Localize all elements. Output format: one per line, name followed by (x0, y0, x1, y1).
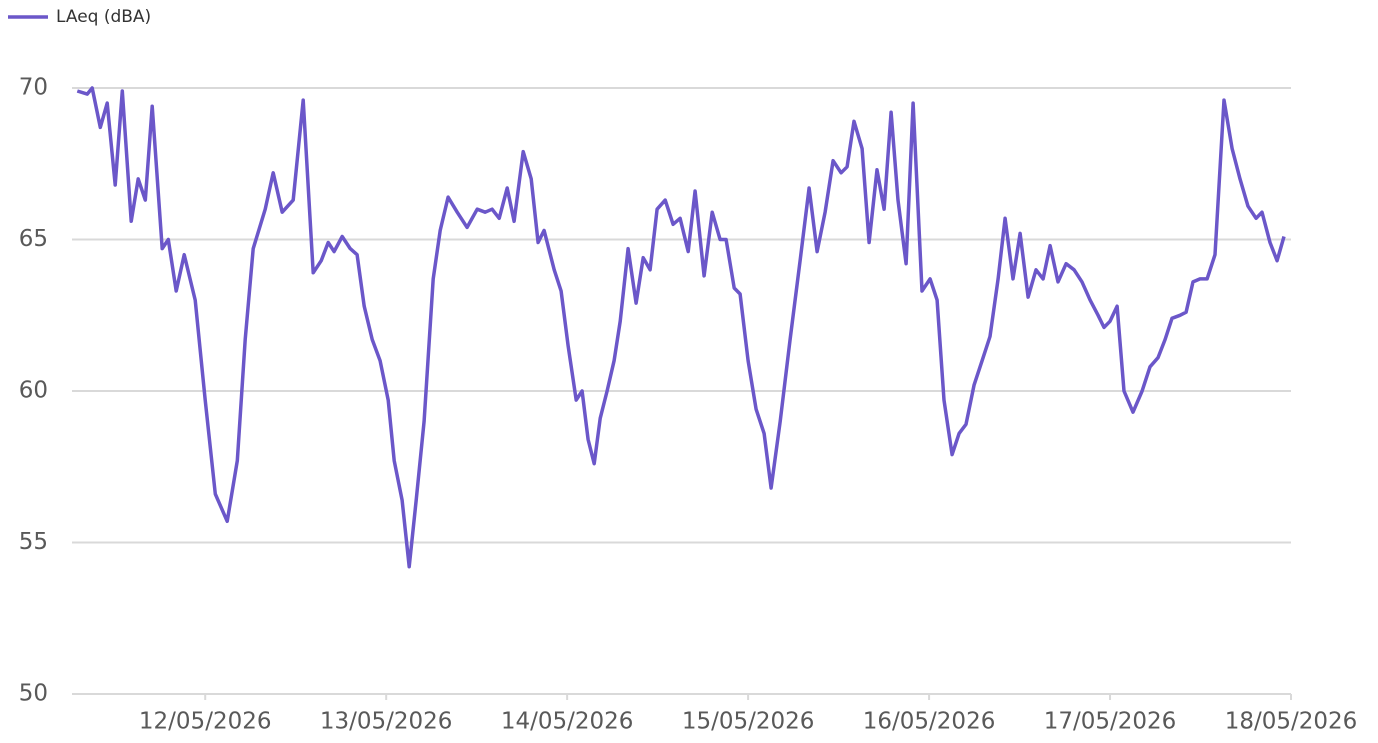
x-tick-label: 15/05/2026 (682, 709, 815, 735)
x-tick-label: 17/05/2026 (1044, 709, 1177, 735)
x-tick-label: 13/05/2026 (320, 709, 453, 735)
x-tick-label: 16/05/2026 (863, 709, 996, 735)
x-tick-label: 12/05/2026 (139, 709, 272, 735)
legend-label: LAeq (dBA) (56, 7, 151, 27)
y-tick-label: 65 (19, 226, 48, 252)
y-tick-label: 50 (19, 681, 48, 707)
x-tick-label: 14/05/2026 (501, 709, 634, 735)
y-tick-label: 70 (19, 75, 48, 101)
y-tick-label: 55 (19, 529, 48, 555)
y-tick-label: 60 (19, 378, 48, 404)
data-line (76, 86, 1286, 569)
x-tick-label: 18/05/2026 (1225, 709, 1358, 735)
